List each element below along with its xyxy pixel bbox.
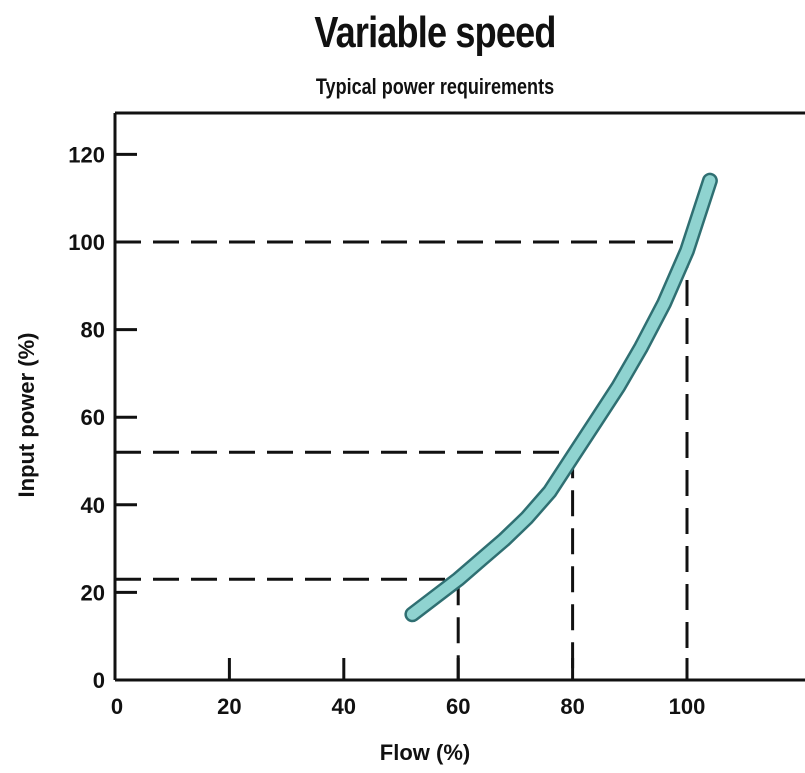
curve-point [663,302,665,304]
y-tick-label: 120 [68,142,105,167]
y-tick-label: 0 [93,668,105,693]
reference-lines [115,240,689,680]
curve-point [572,456,574,458]
y-axis-label: Input power (%) [14,333,39,498]
curve-point [617,386,619,388]
x-axis-label: Flow (%) [380,740,470,765]
curve-point [686,250,688,252]
x-tick-label: 20 [217,694,241,719]
y-tick-label: 60 [81,405,105,430]
chart-title: Variable speed [314,8,556,57]
curve-point [640,346,642,348]
curve-point [411,613,413,615]
x-tick-label: 100 [669,694,706,719]
y-tick-label: 100 [68,230,105,255]
curve-point [434,596,436,598]
x-tick-label: 40 [332,694,356,719]
curve-point [480,559,482,561]
curve-point [709,180,711,182]
curve-point [457,578,459,580]
x-tick-label: 80 [560,694,584,719]
tick-labels: 0 20 40 60 80 100 0 20 40 60 80 100 120 [68,142,705,719]
power-curve-outline [404,172,718,623]
y-tick-label: 20 [81,580,105,605]
curve-point [503,539,505,541]
curve-point [549,491,551,493]
x-tick-label: 60 [446,694,470,719]
curve-point [594,421,596,423]
y-tick-label: 40 [81,493,105,518]
curve-point [526,517,528,519]
x-tick-label: 0 [111,694,123,719]
power-curve-line [406,175,716,620]
chart-subtitle: Typical power requirements [315,74,555,99]
y-tick-label: 80 [81,318,105,343]
power-curve [404,172,718,623]
axes [113,111,805,682]
